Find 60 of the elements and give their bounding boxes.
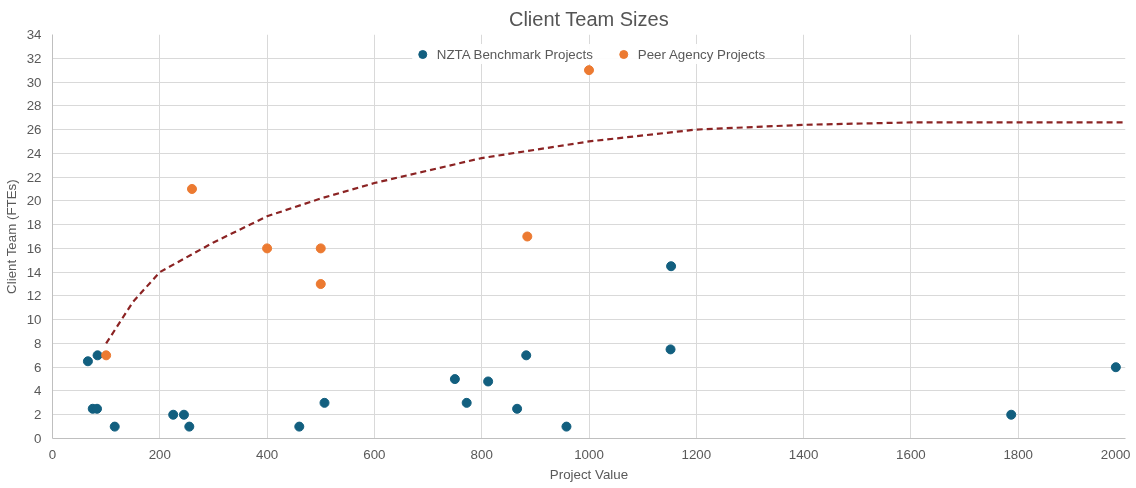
y-tick-label: 26 (26, 122, 42, 138)
point (483, 376, 494, 387)
y-tick-label: 20 (26, 193, 42, 209)
x-tick-label: 600 (363, 446, 386, 462)
y-tick-label: 34 (26, 27, 43, 42)
x-tick-label: 1000 (574, 446, 604, 462)
y-tick-label: 8 (34, 335, 42, 351)
y-tick-label: 30 (26, 74, 42, 90)
y-tick-label: 18 (26, 217, 42, 233)
point (294, 421, 305, 432)
point (461, 397, 472, 408)
point (522, 231, 533, 242)
x-tick-label: 800 (470, 446, 493, 462)
y-tick-label: 2 (34, 407, 42, 423)
x-tick-label: 0 (48, 446, 57, 462)
point (315, 279, 326, 290)
point (168, 409, 179, 420)
point (561, 421, 572, 432)
x-tick-label: 1800 (1003, 446, 1034, 462)
point (101, 350, 112, 361)
point (666, 261, 677, 272)
y-tick-label: 16 (26, 240, 42, 256)
chart-title: Client Team Sizes (508, 7, 669, 30)
point (315, 243, 326, 254)
x-axis-title: Project Value (549, 466, 629, 482)
point (512, 403, 523, 414)
point (1110, 362, 1121, 373)
point (521, 350, 532, 361)
y-tick-label: 6 (34, 359, 42, 375)
point (82, 356, 93, 367)
point (186, 183, 197, 194)
x-tick-label: 1200 (681, 446, 712, 462)
y-tick-label: 14 (26, 264, 43, 280)
x-tick-label: 1400 (788, 446, 819, 462)
point (319, 397, 330, 408)
point (449, 374, 460, 385)
point (665, 344, 676, 355)
point (184, 421, 195, 432)
point (92, 350, 103, 361)
point (262, 243, 273, 254)
y-tick-label: 4 (34, 383, 43, 399)
y-tick-label: 22 (26, 169, 42, 185)
x-tick-label: 400 (255, 446, 279, 462)
point (109, 421, 120, 432)
y-tick-label: 32 (26, 50, 42, 66)
legend-label: NZTA Benchmark Projects (436, 46, 593, 62)
point (1006, 409, 1017, 420)
y-tick-label: 12 (26, 288, 42, 304)
x-tick-label: 1600 (896, 446, 926, 462)
x-tick-label: 2000 (1100, 446, 1131, 462)
point (178, 409, 189, 420)
y-tick-label: 0 (34, 431, 42, 446)
y-axis-title: Client Team (FTEs) (3, 179, 19, 294)
point (584, 65, 594, 76)
line-series (105, 121, 1126, 345)
y-tick-label: 28 (26, 98, 42, 114)
y-tick-label: 24 (26, 145, 43, 161)
legend-label: Peer Agency Projects (637, 46, 766, 62)
y-tick-label: 10 (26, 312, 42, 328)
x-tick-label: 200 (148, 446, 171, 462)
